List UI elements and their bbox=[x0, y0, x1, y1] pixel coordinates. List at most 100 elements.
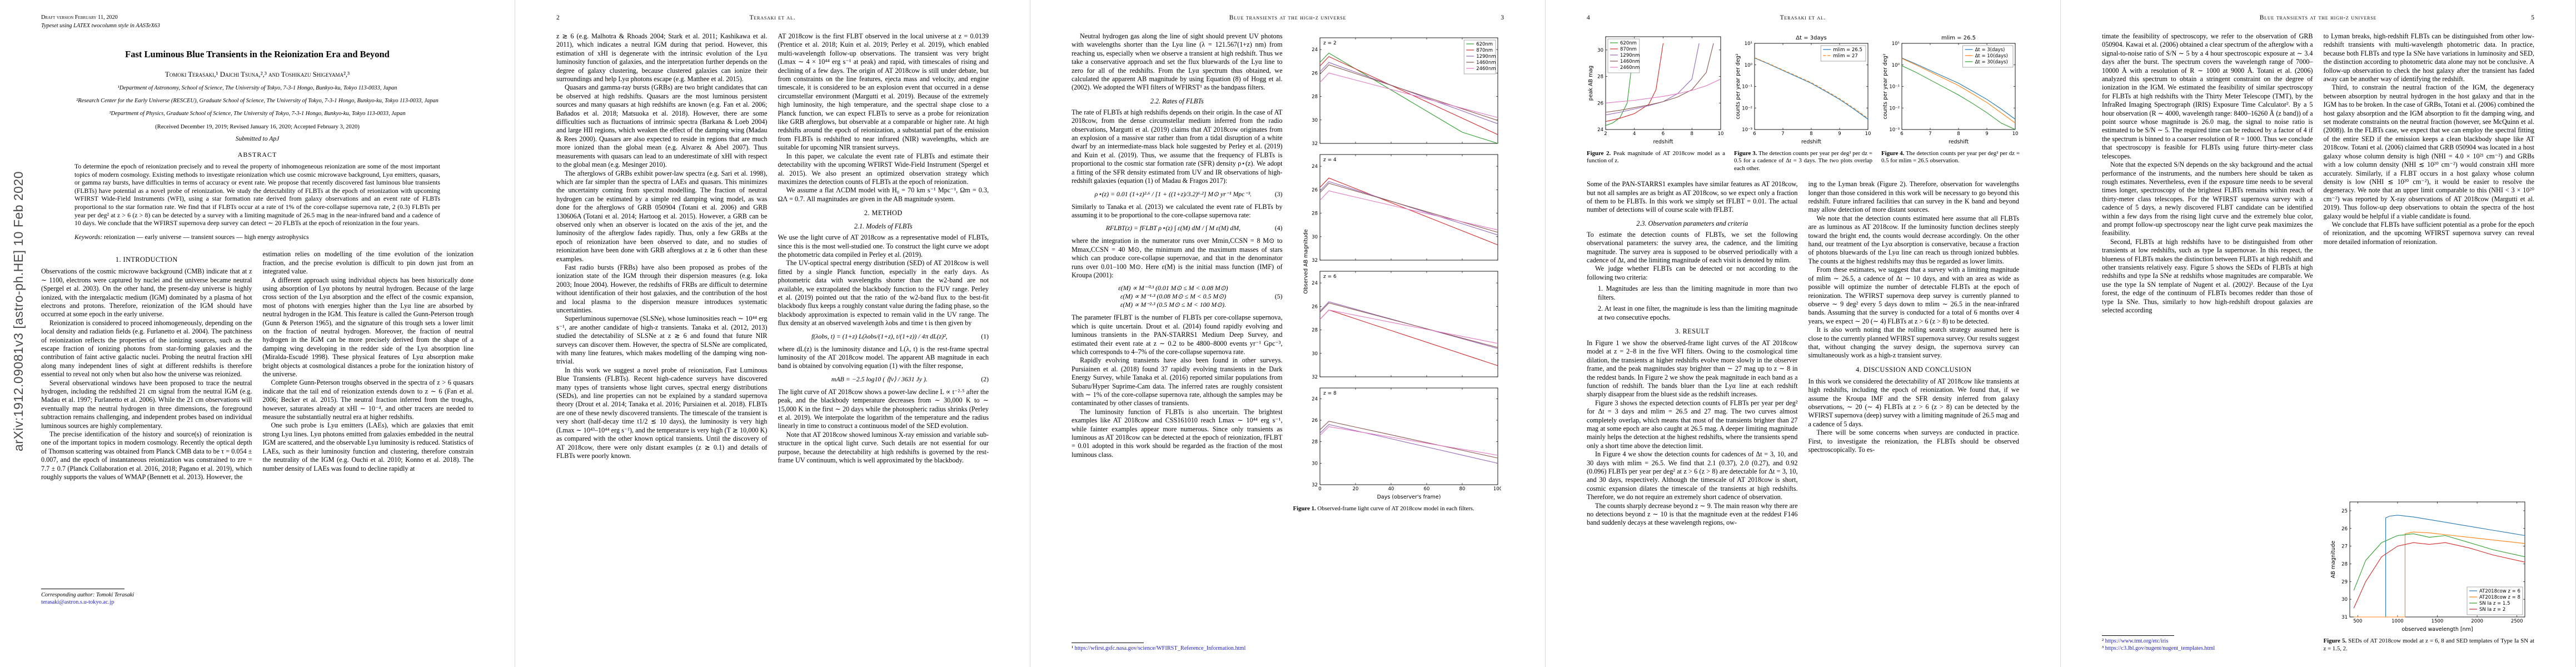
svg-text:32: 32 bbox=[1312, 482, 1318, 488]
svg-text:Δt = 10(days): Δt = 10(days) bbox=[1975, 53, 2008, 59]
abstract-heading: ABSTRACT bbox=[237, 151, 277, 158]
plot-area: 6 7 8 9 10 10⁻³ 10⁻² 10⁻¹ 10⁰ 10¹ bbox=[1889, 41, 2018, 137]
figure-row: 2 4 6 8 10 24 26 28 30 redshift peak AB mag 620nm 87… bbox=[1587, 32, 2020, 172]
footnote-block: ¹ https://wfirst.gsfc.nasa.gov/science/W… bbox=[1072, 640, 1283, 653]
footnote-3-url[interactable]: https://c3.lbl.gov/nugent/nugent_templat… bbox=[2105, 645, 2215, 652]
running-head: Blue transients at the high-z universe 5 bbox=[2102, 14, 2534, 21]
series-1290nm bbox=[1605, 43, 1700, 116]
footnote-rule bbox=[2102, 635, 2174, 636]
page5-right-flow: to Lyman breaks, high-redshift FLBTs can… bbox=[2324, 32, 2535, 246]
svg-text:10⁻²: 10⁻² bbox=[1742, 106, 1752, 111]
svg-text:8: 8 bbox=[1810, 131, 1812, 137]
series-1290nm bbox=[1319, 301, 1498, 349]
svg-text:500: 500 bbox=[2353, 619, 2362, 624]
paragraph: The rate of FLBTs at high redshifts depe… bbox=[1072, 108, 1283, 185]
svg-text:mlim = 27: mlim = 27 bbox=[1833, 53, 1858, 59]
paragraph: timate the feasibility of spectroscopy, … bbox=[2102, 32, 2313, 160]
series-1290nm bbox=[1319, 62, 1498, 125]
paragraph: The counts sharply decrease beyond z ∼ 9… bbox=[1587, 501, 1798, 527]
page5-left-flow: timate the feasibility of spectroscopy, … bbox=[2102, 32, 2313, 315]
page4-left-flow: Some of the PAN-STARRS1 examples have si… bbox=[1587, 180, 1798, 527]
footnote-2-url[interactable]: https://www.tmt.org/etc/iris bbox=[2105, 638, 2169, 645]
paragraph: In Figure 1 we show the observed-frame l… bbox=[1587, 339, 1798, 399]
affiliation-1: ¹Department of Astronomy, School of Scie… bbox=[117, 85, 397, 91]
equation-number: (4) bbox=[1274, 224, 1283, 232]
figure-3-caption-label: Figure 3. bbox=[1734, 150, 1757, 157]
svg-text:10: 10 bbox=[1718, 131, 1724, 137]
equation: ε(M) ∝ M⁻⁰·³ (0.01 M⊙ ≤ M < 0.08 M⊙) ε(M… bbox=[1072, 284, 1282, 309]
footnote-2-mark: ² bbox=[2102, 638, 2104, 645]
affiliation-2: ²Research Center for the Early Universe … bbox=[76, 98, 439, 104]
svg-text:100: 100 bbox=[1493, 486, 1501, 492]
x-axis-label: redshift bbox=[1949, 139, 1969, 145]
figure-3: 6 7 8 9 10 10⁻³ 10⁻² 10⁻¹ 10⁰ 10¹ Δt = 3days redshi… bbox=[1734, 32, 1872, 172]
svg-text:32: 32 bbox=[1312, 375, 1318, 380]
received-line: (Received December 19, 2019; Revised Jan… bbox=[155, 124, 360, 130]
svg-text:28: 28 bbox=[1597, 74, 1603, 80]
figure-3-chart-svg: 6 7 8 9 10 10⁻³ 10⁻² 10⁻¹ 10⁰ 10¹ Δt = 3days redshi… bbox=[1735, 35, 1871, 145]
svg-text:10⁻¹: 10⁻¹ bbox=[1742, 84, 1752, 90]
plot-area: 24 26 28 30 32 bbox=[1312, 37, 1498, 147]
panel-annotation: z = 6 bbox=[1323, 274, 1337, 280]
series-620nm bbox=[1319, 52, 1498, 144]
svg-text:28: 28 bbox=[1312, 94, 1318, 100]
list-item: 2. At least in one filter, the magnitude… bbox=[1598, 305, 1798, 321]
figure-4-caption-label: Figure 4. bbox=[1881, 150, 1905, 157]
paragraph: The luminosity function of FLBTs is also… bbox=[1072, 407, 1283, 459]
svg-text:24: 24 bbox=[1312, 47, 1318, 53]
paragraph: Figure 3 shows the expected detection co… bbox=[1587, 399, 1798, 450]
svg-text:1000: 1000 bbox=[2391, 619, 2404, 624]
svg-text:30: 30 bbox=[1597, 48, 1603, 53]
svg-text:6: 6 bbox=[1662, 131, 1665, 137]
paragraph: We assume a flat ΛCDM model with H₀ = 70… bbox=[778, 186, 989, 203]
figure-1-caption-label: Figure 1. bbox=[1293, 505, 1316, 512]
paragraph: We note that the detection counts estima… bbox=[1808, 214, 2020, 265]
right-column: ing to the Lyman break (Figure 2). There… bbox=[1808, 180, 2020, 653]
figure-1-caption: Figure 1. Observed-frame light curve of … bbox=[1293, 505, 1504, 512]
left-column: Neutral hydrogen gas along the line of s… bbox=[1072, 32, 1283, 653]
svg-text:26: 26 bbox=[1597, 101, 1603, 106]
page-number: 4 bbox=[1587, 14, 1590, 21]
subsection-heading: 2.1. Models of FLBTs bbox=[854, 222, 913, 231]
svg-text:10⁻³: 10⁻³ bbox=[1889, 127, 1900, 133]
x-axis-label: observed wavelength [nm] bbox=[2401, 626, 2473, 633]
subsection-heading: 2.2. Rates of FLBTs bbox=[1150, 97, 1204, 105]
svg-text:32: 32 bbox=[1312, 141, 1318, 147]
svg-text:10⁻¹: 10⁻¹ bbox=[1889, 84, 1900, 90]
svg-text:9: 9 bbox=[1838, 131, 1841, 137]
svg-text:26: 26 bbox=[1312, 187, 1318, 193]
running-head-text: Terasaki et al. bbox=[1780, 14, 1826, 21]
svg-text:2000: 2000 bbox=[2471, 619, 2483, 624]
equation-number: (3) bbox=[1274, 190, 1283, 198]
left-column: z ≳ 6 (e.g. Malhotra & Rhoads 2004; Star… bbox=[556, 32, 768, 653]
figure-4-chart-svg: 6 7 8 9 10 10⁻³ 10⁻² 10⁻¹ 10⁰ 10¹ mlim = 26.5 redsh… bbox=[1882, 35, 2018, 145]
page4-right-flow: ing to the Lyman break (Figure 2). There… bbox=[1808, 180, 2020, 454]
series-1460nm bbox=[1319, 64, 1498, 121]
paragraph: ing to the Lyman break (Figure 2). There… bbox=[1808, 180, 2020, 214]
svg-text:10¹: 10¹ bbox=[1745, 41, 1752, 47]
figure-2-chart: 2 4 6 8 10 24 26 28 30 redshift peak AB mag 620nm 87… bbox=[1587, 32, 1725, 146]
page-2: 2 Terasaki et al. z ≳ 6 (e.g. Malhotra &… bbox=[515, 0, 1030, 667]
series-Δt = 10(days) bbox=[1901, 58, 2016, 123]
svg-text:1500: 1500 bbox=[2431, 619, 2443, 624]
paragraph: AT 2018cow is the first FLBT observed in… bbox=[778, 32, 989, 152]
equation-number: (1) bbox=[981, 332, 989, 340]
footnote-url[interactable]: https://wfirst.gsfc.nasa.gov/science/WFI… bbox=[1074, 645, 1246, 652]
page-3: Blue transients at the high-z universe 3… bbox=[1030, 0, 1546, 667]
svg-text:620nm: 620nm bbox=[1476, 42, 1493, 47]
footnote-block: ² https://www.tmt.org/etc/iris ³ https:/… bbox=[2102, 633, 2313, 653]
keywords-text: reionization — early universe — transien… bbox=[104, 233, 309, 241]
figure-1-y-axis-label: Observed AB magnitude bbox=[1303, 229, 1309, 294]
svg-text:10⁰: 10⁰ bbox=[1892, 63, 1900, 68]
svg-text:26: 26 bbox=[2341, 526, 2348, 532]
footnote-3-mark: ³ bbox=[2102, 645, 2104, 652]
series-Δt = 3(days) bbox=[1901, 57, 2016, 120]
paragraph: In this work we considered the detectabi… bbox=[1808, 377, 2020, 428]
figure-2-caption-text: Peak magnitude of AT 2018cow model as a … bbox=[1587, 150, 1726, 165]
svg-text:30: 30 bbox=[1312, 351, 1318, 357]
paragraph: In this paper, we calculate the event ra… bbox=[778, 152, 989, 186]
left-column: Some of the PAN-STARRS1 examples have si… bbox=[1587, 180, 1798, 653]
equation-body: RFLBT(z) = fFLBT ρ⋆(z) ∫ ε(M) dM / ∫ M ε… bbox=[1105, 224, 1241, 232]
corresponding-author-email[interactable]: terasaki@astron.s.u-tokyo.ac.jp bbox=[41, 599, 114, 606]
